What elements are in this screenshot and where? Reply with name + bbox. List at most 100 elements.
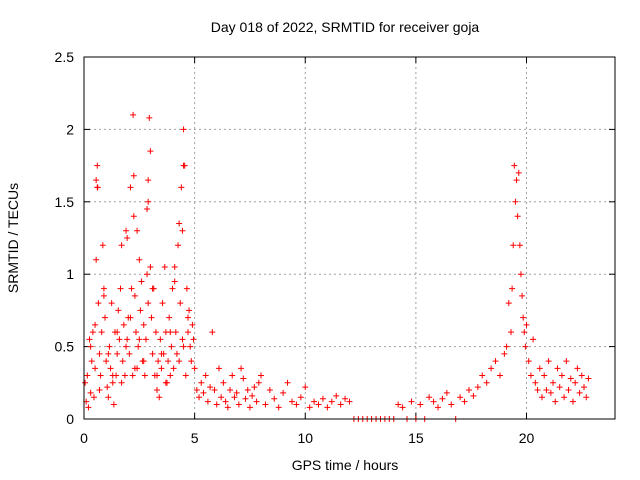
data-point (255, 379, 262, 386)
data-point (229, 372, 236, 379)
data-point (399, 404, 406, 411)
data-point (302, 384, 309, 391)
data-point (92, 321, 99, 328)
data-point (131, 365, 138, 372)
data-point (516, 242, 523, 249)
data-point (141, 372, 148, 379)
data-point (127, 184, 134, 191)
data-point (191, 365, 198, 372)
data-point (297, 394, 304, 401)
data-point (85, 404, 92, 411)
data-point (176, 358, 183, 365)
data-point (147, 263, 154, 270)
data-point (119, 358, 126, 365)
data-point (520, 314, 527, 321)
data-point (86, 336, 93, 343)
data-point (536, 365, 543, 372)
data-point (246, 404, 253, 411)
data-point (572, 379, 579, 386)
data-point (176, 220, 183, 227)
data-point (213, 401, 220, 408)
data-point (158, 350, 165, 357)
data-point (220, 379, 227, 386)
data-point (512, 198, 519, 205)
data-point (538, 394, 545, 401)
data-point (146, 114, 153, 121)
x-tick-label: 20 (519, 430, 535, 446)
x-tick-label: 15 (408, 430, 424, 446)
data-point (293, 401, 300, 408)
data-point (117, 285, 124, 292)
data-point (534, 387, 541, 394)
data-point (503, 343, 510, 350)
data-point (262, 401, 269, 408)
data-point (116, 336, 123, 343)
data-point (547, 389, 554, 396)
data-point (240, 375, 247, 382)
data-point (315, 401, 322, 408)
chart-title: Day 018 of 2022, SRMTID for receiver goj… (211, 19, 480, 35)
x-axis-label: GPS time / hours (292, 457, 399, 473)
data-point (202, 372, 209, 379)
data-point (132, 329, 139, 336)
data-point (417, 401, 424, 408)
x-tick-label: 10 (297, 430, 313, 446)
data-point (88, 358, 95, 365)
data-point (130, 111, 137, 118)
data-point (180, 162, 187, 169)
y-tick-label: 2.5 (55, 49, 75, 65)
data-point (100, 285, 107, 292)
plot-frame (83, 56, 616, 420)
y-tick-label: 0.5 (55, 339, 75, 355)
data-point (337, 401, 344, 408)
data-point (140, 358, 147, 365)
data-point (280, 389, 287, 396)
data-point (284, 379, 291, 386)
data-point (134, 227, 141, 234)
data-point (190, 336, 197, 343)
data-point (137, 307, 144, 314)
data-point (118, 379, 125, 386)
data-point (161, 263, 168, 270)
data-point (89, 329, 96, 336)
data-point (513, 177, 520, 184)
data-point (145, 177, 152, 184)
data-point (98, 329, 105, 336)
data-point (135, 343, 142, 350)
data-point (171, 263, 178, 270)
data-point (102, 314, 109, 321)
data-point (435, 404, 441, 411)
data-point (251, 384, 258, 391)
data-point (288, 398, 295, 405)
data-point (567, 375, 574, 382)
data-point (144, 206, 151, 213)
data-point (249, 392, 256, 399)
grid (84, 57, 615, 419)
data-point (109, 372, 116, 379)
data-point (521, 329, 528, 336)
data-point (136, 256, 143, 263)
data-point (193, 387, 200, 394)
data-point (550, 379, 557, 386)
y-tick-label: 0 (66, 411, 74, 427)
x-tick-label: 0 (80, 430, 88, 446)
data-point (162, 379, 169, 386)
data-point (532, 379, 539, 386)
data-point (523, 321, 530, 328)
data-point (215, 365, 222, 372)
data-point (87, 389, 94, 396)
data-point (148, 314, 155, 321)
data-point (189, 321, 196, 328)
data-point (106, 343, 113, 350)
data-point (166, 314, 173, 321)
data-point (242, 395, 249, 402)
data-point (186, 307, 193, 314)
data-point (145, 300, 152, 307)
data-point (563, 358, 570, 365)
data-point (253, 398, 260, 405)
data-point (583, 394, 590, 401)
data-point (149, 350, 156, 357)
data-point (124, 336, 131, 343)
data-point (155, 358, 162, 365)
